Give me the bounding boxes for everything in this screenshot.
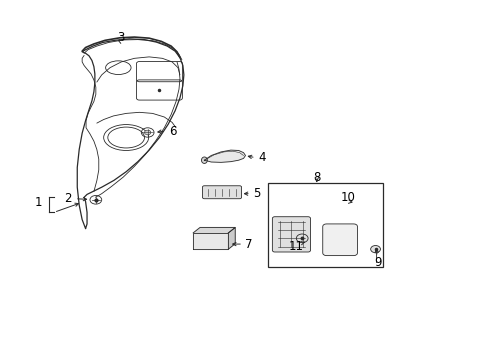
Polygon shape: [228, 228, 235, 249]
Polygon shape: [193, 233, 228, 249]
FancyBboxPatch shape: [322, 224, 357, 256]
Text: 2: 2: [63, 192, 71, 205]
Text: 8: 8: [312, 171, 320, 184]
Text: 1: 1: [34, 196, 42, 209]
Polygon shape: [204, 150, 245, 162]
Ellipse shape: [201, 157, 207, 163]
Text: 10: 10: [340, 191, 355, 204]
FancyBboxPatch shape: [272, 217, 310, 252]
Text: 4: 4: [258, 151, 265, 164]
Circle shape: [144, 130, 150, 135]
Text: 9: 9: [373, 256, 381, 269]
Circle shape: [370, 246, 380, 253]
Text: 6: 6: [168, 125, 176, 138]
FancyBboxPatch shape: [202, 186, 241, 199]
Circle shape: [296, 234, 307, 243]
Bar: [267, 183, 382, 267]
Text: 7: 7: [245, 238, 252, 251]
Text: 3: 3: [117, 31, 125, 44]
Polygon shape: [193, 228, 235, 233]
Text: 11: 11: [288, 240, 303, 253]
Text: 5: 5: [253, 187, 260, 200]
